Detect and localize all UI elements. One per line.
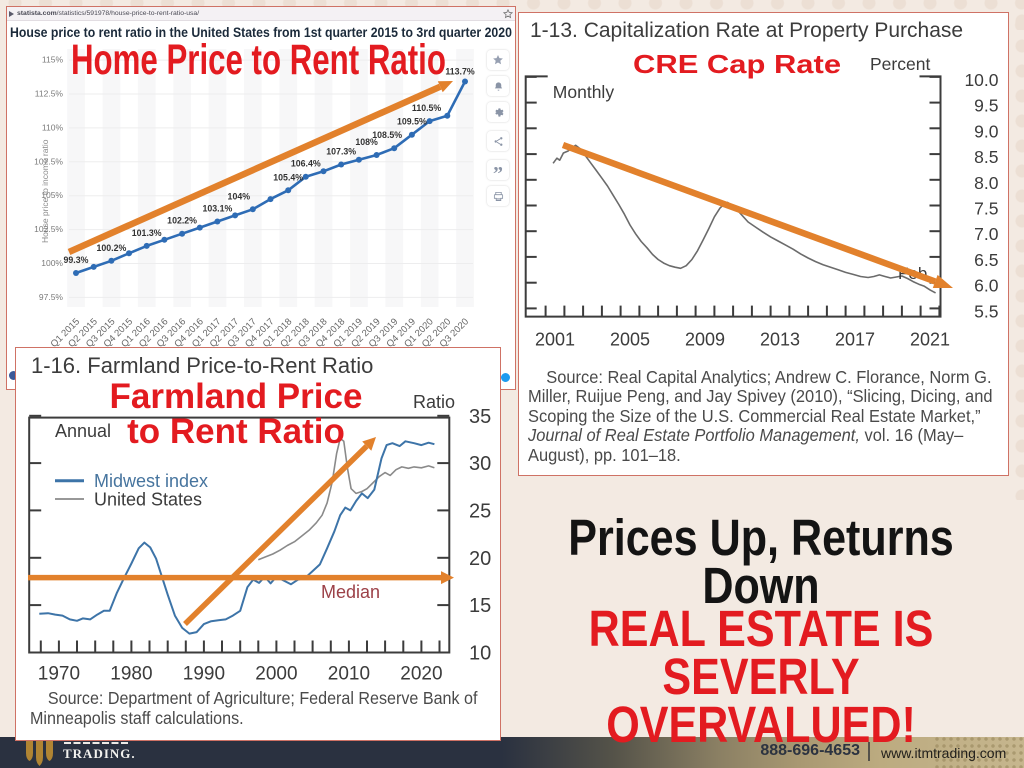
svg-text:9.0: 9.0: [974, 121, 999, 141]
svg-text:102.5%: 102.5%: [34, 224, 63, 234]
svg-text:8.5: 8.5: [974, 147, 998, 167]
svg-text:35: 35: [469, 406, 491, 428]
svg-text:112.5%: 112.5%: [35, 89, 64, 99]
svg-text:2020: 2020: [400, 664, 442, 685]
svg-text:Percent: Percent: [870, 54, 930, 74]
svg-text:105.4%: 105.4%: [273, 172, 303, 182]
svg-text:Midwest index: Midwest index: [94, 471, 208, 491]
svg-text:2005: 2005: [610, 330, 650, 350]
svg-text:100.2%: 100.2%: [96, 243, 126, 253]
svg-text:7.5: 7.5: [974, 199, 998, 219]
svg-text:103.1%: 103.1%: [202, 204, 232, 214]
svg-text:110.5%: 110.5%: [412, 103, 442, 113]
svg-text:1990: 1990: [183, 664, 225, 685]
svg-text:2000: 2000: [255, 664, 297, 685]
svg-text:107.5%: 107.5%: [34, 156, 63, 166]
svg-text:108%: 108%: [355, 137, 378, 147]
svg-text:1970: 1970: [38, 664, 80, 685]
svg-text:106.4%: 106.4%: [291, 159, 321, 169]
svg-text:Monthly: Monthly: [553, 82, 615, 102]
svg-text:United States: United States: [94, 490, 202, 510]
svg-text:110%: 110%: [42, 122, 64, 132]
svg-text:Annual: Annual: [55, 421, 111, 441]
svg-text:2021: 2021: [910, 330, 950, 350]
svg-text:100%: 100%: [41, 258, 63, 268]
svg-text:113.7%: 113.7%: [445, 67, 475, 77]
svg-text:10: 10: [469, 643, 491, 665]
svg-text:15: 15: [469, 595, 491, 617]
svg-text:107.3%: 107.3%: [326, 147, 356, 157]
svg-text:104%: 104%: [228, 191, 251, 201]
svg-text:1980: 1980: [110, 664, 152, 685]
svg-text:2001: 2001: [535, 330, 575, 350]
svg-text:108.5%: 108.5%: [372, 130, 402, 140]
svg-text:2017: 2017: [835, 330, 875, 350]
svg-text:5.5: 5.5: [974, 301, 998, 321]
svg-text:105%: 105%: [41, 190, 63, 200]
svg-text:99.3%: 99.3%: [64, 255, 89, 265]
svg-text:6.0: 6.0: [974, 276, 999, 296]
svg-text:9.5: 9.5: [974, 96, 998, 116]
svg-text:97.5%: 97.5%: [39, 292, 64, 302]
svg-text:8.0: 8.0: [974, 173, 999, 193]
svg-text:115%: 115%: [42, 55, 64, 65]
svg-text:30: 30: [469, 453, 491, 475]
svg-text:101.3%: 101.3%: [132, 228, 162, 238]
svg-text:2013: 2013: [760, 330, 800, 350]
svg-text:2009: 2009: [685, 330, 725, 350]
svg-text:102.2%: 102.2%: [167, 216, 197, 226]
svg-text:10.0: 10.0: [964, 70, 998, 90]
svg-text:25: 25: [469, 500, 491, 522]
svg-text:20: 20: [469, 548, 491, 570]
svg-text:109.5%: 109.5%: [397, 117, 427, 127]
svg-text:6.5: 6.5: [974, 250, 998, 270]
svg-text:7.0: 7.0: [974, 224, 999, 244]
svg-text:Median: Median: [321, 582, 380, 602]
svg-text:2010: 2010: [328, 664, 370, 685]
